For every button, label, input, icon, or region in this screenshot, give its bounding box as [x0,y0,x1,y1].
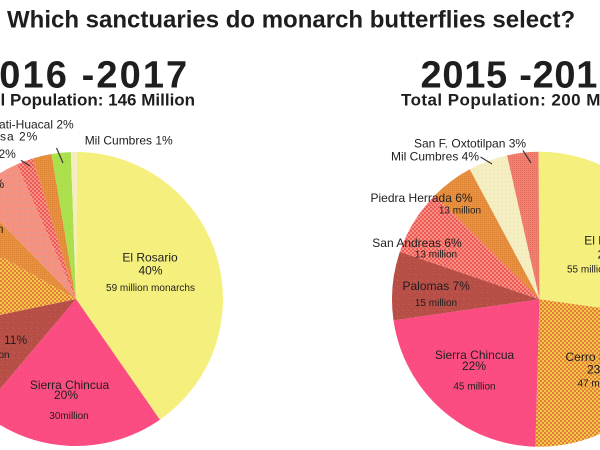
svg-text:Sierra Chincua: Sierra Chincua [435,348,515,362]
svg-text:n: n [0,222,3,236]
svg-text:2%: 2% [0,147,16,161]
svg-text:Piedra Herrada 6%: Piedra Herrada 6% [371,191,473,205]
svg-text:55 million: 55 million [567,265,600,276]
svg-text:ati-Huacal 2%: ati-Huacal 2% [0,118,74,132]
svg-text:Cerro Pelon: Cerro Pelon [566,350,600,364]
svg-text:13 million: 13 million [415,250,457,261]
svg-text:2016 -2017: 2016 -2017 [0,55,189,97]
svg-text:11%: 11% [4,333,27,347]
svg-text:%: % [0,177,5,191]
svg-text:40%: 40% [138,264,162,278]
svg-text:22%: 22% [462,359,486,373]
svg-text:45 million: 45 million [453,382,495,393]
svg-text:San Andreas 6%: San Andreas 6% [372,236,462,250]
svg-text:Mil Cumbres 1%: Mil Cumbres 1% [85,133,173,147]
svg-text:30million: 30million [49,411,88,422]
svg-text:13 million: 13 million [439,206,481,217]
svg-text:Which sanctuaries do monarch b: Which sanctuaries do monarch butterflies… [7,7,575,34]
svg-text:Sierra Chincua: Sierra Chincua [30,378,110,392]
svg-text:15 million: 15 million [415,298,457,309]
svg-text:El Rosario: El Rosario [584,233,600,247]
svg-text:l Population: 146 Million: l Population: 146 Million [1,91,196,110]
svg-text:Total Population: 200 Million: Total Population: 200 Million [401,91,600,110]
svg-text:20%: 20% [54,388,78,402]
svg-text:El Rosario: El Rosario [122,251,178,265]
svg-text:sa 2%: sa 2% [0,130,38,144]
svg-text:Palomas 7%: Palomas 7% [403,279,471,293]
svg-text:on: on [0,350,10,361]
svg-text:2015 -201: 2015 -201 [421,55,599,97]
svg-text:23%: 23% [587,363,600,377]
svg-text:47 million: 47 million [578,379,600,390]
svg-text:San F. Oxtotilpan 3%: San F. Oxtotilpan 3% [414,137,526,151]
svg-text:59 million monarchs: 59 million monarchs [106,283,195,294]
svg-text:Mil Cumbres 4%: Mil Cumbres 4% [391,150,479,164]
svg-text:28%: 28% [598,248,600,262]
